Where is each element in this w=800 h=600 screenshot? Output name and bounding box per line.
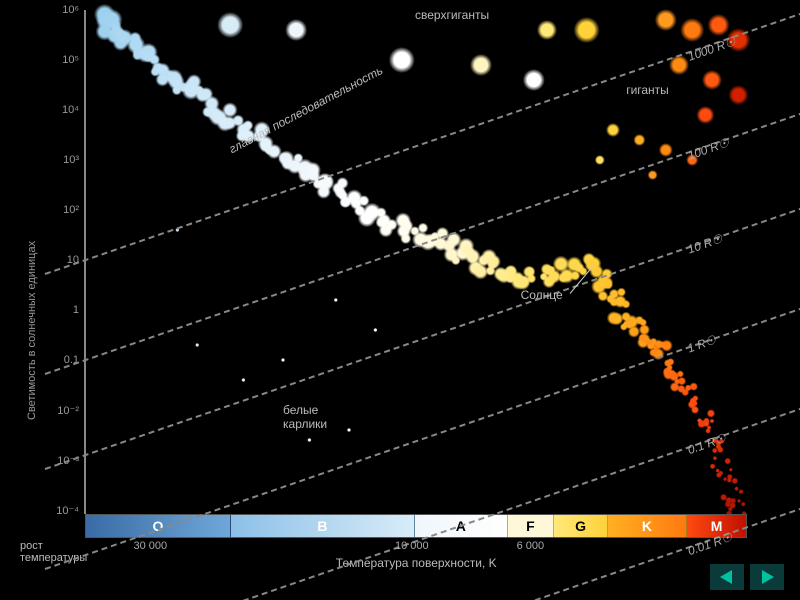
spectral-class-F: F	[508, 515, 555, 537]
prev-button[interactable]	[710, 564, 744, 590]
x-tick: 30 000	[133, 540, 167, 552]
spectral-class-K: K	[608, 515, 687, 537]
y-tick: 1	[43, 304, 79, 316]
next-button[interactable]	[750, 564, 784, 590]
triangle-left-icon	[718, 569, 736, 585]
spectral-class-O: O	[86, 515, 231, 537]
annotation-sun: Солнце	[521, 288, 563, 302]
stars-layer	[0, 0, 800, 600]
x-tick: 10 000	[395, 540, 429, 552]
y-tick: 10²	[43, 204, 79, 216]
y-tick: 10⁴	[43, 104, 79, 116]
annotation-white_dwarfs: белые карлики	[283, 403, 327, 431]
x-tick: 6 000	[517, 540, 545, 552]
y-tick: 10⁻⁴	[43, 504, 79, 517]
annotation-supergiants: сверхгиганты	[415, 8, 489, 22]
y-tick: 10³	[43, 154, 79, 166]
y-tick: 10⁻³	[43, 454, 79, 467]
annotation-giants: гиганты	[626, 83, 669, 97]
y-tick: 10⁻²	[43, 404, 79, 417]
spectral-class-G: G	[554, 515, 607, 537]
triangle-right-icon	[758, 569, 776, 585]
y-tick: 10⁶	[43, 4, 79, 16]
y-tick: 10⁵	[43, 54, 79, 66]
hr-diagram: Светимость в солнечных единицах Температ…	[0, 0, 800, 600]
spectral-class-B: B	[231, 515, 415, 537]
spectral-class-bar: OBAFGKM	[85, 514, 747, 538]
